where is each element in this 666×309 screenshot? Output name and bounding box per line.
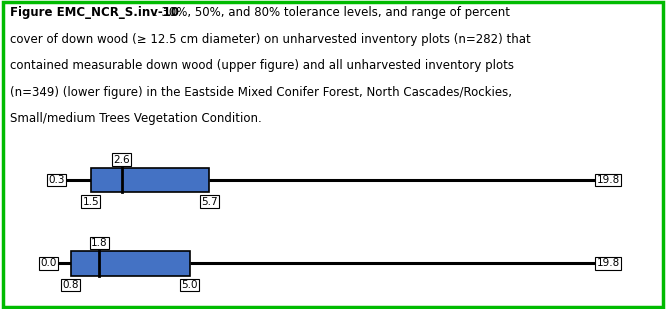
Text: 1.8: 1.8 <box>91 238 107 248</box>
Text: 5.7: 5.7 <box>201 197 218 207</box>
Text: 5.0: 5.0 <box>181 280 198 290</box>
Text: 2.6: 2.6 <box>113 155 130 165</box>
Text: (n=349) (lower figure) in the Eastside Mixed Conifer Forest, North Cascades/Rock: (n=349) (lower figure) in the Eastside M… <box>10 86 512 99</box>
Text: 1.5: 1.5 <box>83 197 99 207</box>
Text: 19.8: 19.8 <box>596 175 619 185</box>
Text: 19.8: 19.8 <box>596 258 619 269</box>
Text: 0.3: 0.3 <box>49 175 65 185</box>
Bar <box>71 251 190 276</box>
Text: Figure EMC_NCR_S.inv-10: Figure EMC_NCR_S.inv-10 <box>10 6 179 19</box>
Text: cover of down wood (≥ 12.5 cm diameter) on unharvested inventory plots (n=282) t: cover of down wood (≥ 12.5 cm diameter) … <box>10 33 531 46</box>
Text: Small/medium Trees Vegetation Condition.: Small/medium Trees Vegetation Condition. <box>10 112 262 125</box>
Bar <box>91 168 209 192</box>
Text: 0.0: 0.0 <box>40 258 57 269</box>
Text: . 30%, 50%, and 80% tolerance levels, and range of percent: . 30%, 50%, and 80% tolerance levels, an… <box>154 6 510 19</box>
Text: 0.8: 0.8 <box>63 280 79 290</box>
Text: contained measurable down wood (upper figure) and all unharvested inventory plot: contained measurable down wood (upper fi… <box>10 59 514 72</box>
